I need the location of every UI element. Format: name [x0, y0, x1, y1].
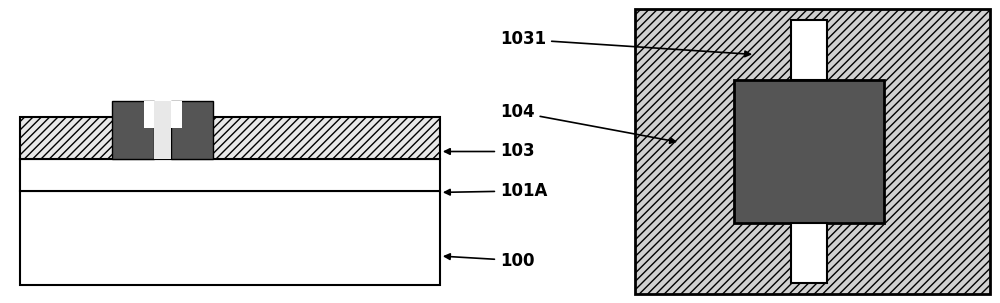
Bar: [144, 101, 154, 128]
Text: 100: 100: [445, 251, 534, 270]
Bar: [791, 21, 827, 80]
Bar: [171, 101, 182, 128]
Bar: [20, 191, 440, 285]
Bar: [635, 9, 990, 294]
Bar: [20, 159, 440, 191]
Bar: [20, 117, 440, 159]
Bar: [171, 101, 213, 159]
Text: 101A: 101A: [445, 182, 547, 200]
Bar: [112, 101, 154, 159]
Bar: [791, 223, 827, 282]
Text: 103: 103: [445, 142, 535, 161]
Text: 1031: 1031: [500, 30, 750, 57]
Text: 104: 104: [500, 103, 675, 143]
Bar: [734, 80, 884, 223]
Bar: [154, 101, 171, 159]
